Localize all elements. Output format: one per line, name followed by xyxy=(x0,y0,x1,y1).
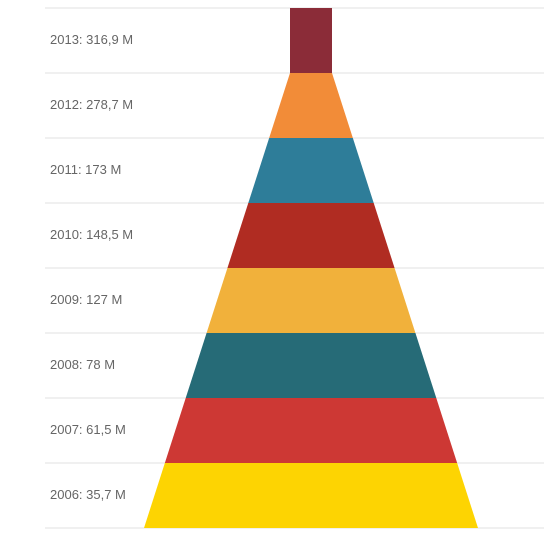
pyramid-segment xyxy=(144,463,478,528)
segment-label: 2007: 61,5 M xyxy=(50,422,126,437)
pyramid-segment xyxy=(269,73,353,138)
pyramid-segment xyxy=(185,333,437,398)
segment-label: 2011: 173 M xyxy=(50,162,121,177)
pyramid-segment xyxy=(290,8,332,73)
pyramid-segment xyxy=(206,268,416,333)
segment-label: 2006: 35,7 M xyxy=(50,487,126,502)
pyramid-segment xyxy=(248,138,374,203)
segment-label: 2010: 148,5 M xyxy=(50,227,133,242)
pyramid-segment xyxy=(227,203,395,268)
segment-label: 2012: 278,7 M xyxy=(50,97,133,112)
pyramid-segment xyxy=(164,398,458,463)
segment-label: 2009: 127 M xyxy=(50,292,122,307)
segment-label: 2008: 78 M xyxy=(50,357,115,372)
segment-label: 2013: 316,9 M xyxy=(50,32,133,47)
